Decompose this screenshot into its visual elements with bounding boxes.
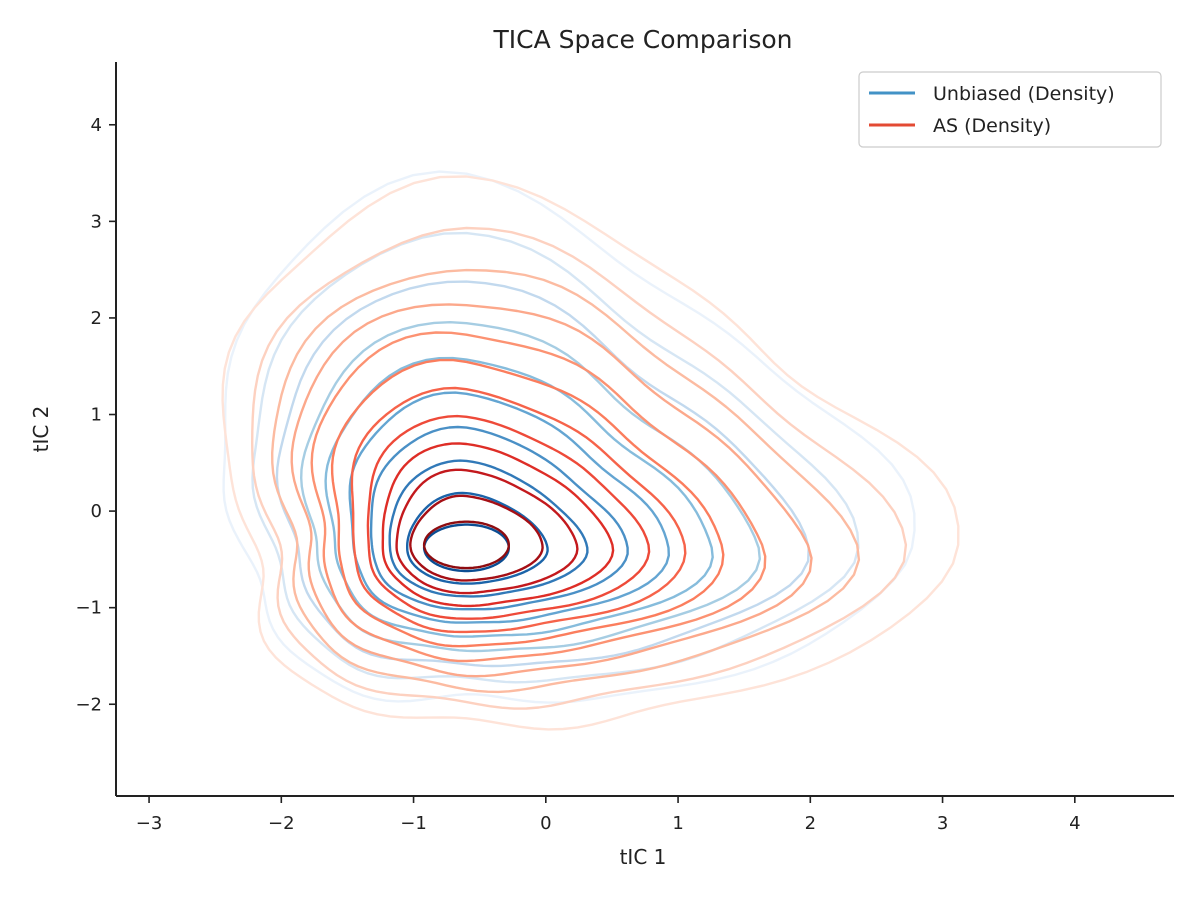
y-tick-label: 4	[91, 115, 102, 136]
legend: Unbiased (Density) AS (Density)	[858, 71, 1162, 148]
x-tick-label: 1	[672, 813, 683, 834]
unbiased-contour-level	[406, 491, 549, 585]
unbiased-contour-level	[300, 321, 761, 653]
contour-area	[221, 170, 960, 731]
x-tick-label: 4	[1069, 813, 1080, 834]
unbiased-contour-level	[422, 523, 510, 573]
chart-title: TICA Space Comparison	[493, 25, 793, 54]
axes	[115, 62, 1174, 797]
x-tick-label: −2	[268, 813, 295, 834]
y-tick-label: −2	[75, 694, 102, 715]
x-tick-label: −3	[136, 813, 163, 834]
as-contour-level	[422, 520, 510, 570]
x-tick-label: 2	[805, 813, 816, 834]
as-contour-level	[251, 226, 908, 710]
as-contour-level	[310, 331, 767, 663]
legend-label-unbiased: Unbiased (Density)	[933, 83, 1115, 105]
y-tick-label: 3	[91, 211, 102, 232]
x-tick-label: 0	[540, 813, 551, 834]
y-tick-label: 1	[91, 405, 102, 426]
x-axis-label: tIC 1	[620, 845, 667, 869]
as-contour-level	[271, 268, 861, 694]
unbiased-contour-level	[388, 459, 589, 598]
y-tick-label: 2	[91, 308, 102, 329]
as-contour-level	[330, 358, 725, 648]
unbiased-contour-level	[222, 170, 916, 704]
legend-box	[858, 71, 1162, 148]
x-tick-label: −1	[400, 813, 427, 834]
x-tick-label: 3	[937, 813, 948, 834]
unbiased-contour-level	[369, 425, 629, 611]
as-contour-level	[290, 303, 813, 678]
y-tick-label: 0	[91, 501, 102, 522]
as-contour-level	[350, 386, 687, 634]
unbiased-contour-level	[324, 356, 714, 638]
legend-label-as: AS (Density)	[933, 115, 1051, 137]
as-contour-level	[381, 442, 615, 608]
as-contour-level	[409, 494, 544, 582]
as-contour-level	[221, 175, 960, 731]
y-tick-label: −1	[75, 598, 102, 619]
x-ticks: −3 −2 −1 0 1 2 3 4	[136, 796, 1081, 834]
as-contour-level	[366, 414, 651, 620]
y-ticks: −2 −1 0 1 2 3 4	[75, 115, 116, 715]
y-axis-label: tIC 2	[29, 406, 53, 453]
unbiased-contour-level	[251, 231, 860, 684]
as-contour-level	[395, 468, 579, 595]
